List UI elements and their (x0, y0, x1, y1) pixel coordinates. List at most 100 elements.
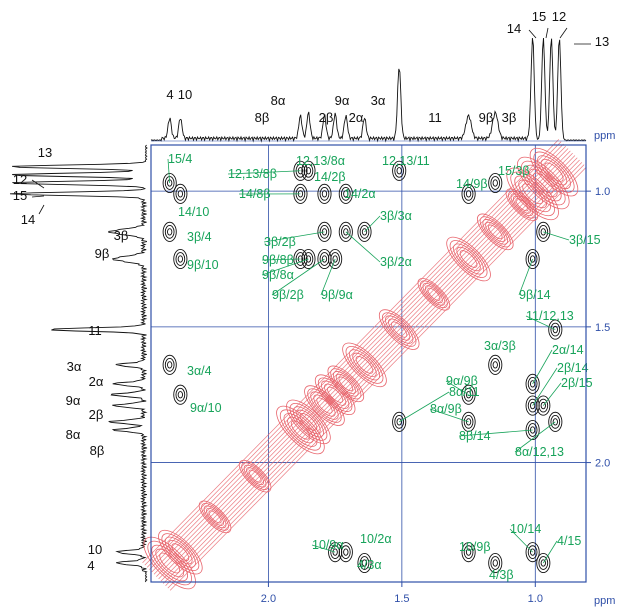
cross-peak-contour (177, 391, 184, 399)
cross-peak-contour (173, 248, 188, 270)
contour-plot-area: 15/4 14/10 3β/4 9β/10 3α/4 9α/10 12,13/8β 12,13… (142, 139, 601, 591)
cross-peak-contour (465, 418, 472, 426)
cross-peak-contour (525, 373, 540, 394)
cross-peak-contour (330, 252, 340, 266)
diagonal-peak-contour (348, 349, 381, 381)
cross-peak-label: 3β/15 (569, 233, 601, 247)
cross-peak-contour (357, 552, 372, 574)
diagonal-peak-contour (422, 282, 446, 306)
diagonal-peak-contour (304, 385, 345, 426)
diagonal-peak-contour (206, 507, 224, 526)
label-connector (227, 170, 301, 175)
cross-peak-contour (527, 377, 538, 391)
cross-peak-contour (162, 354, 177, 375)
label-connector (345, 231, 381, 263)
diagonal-peak-contour (208, 510, 222, 524)
diagonal-peak-contour (286, 399, 331, 445)
x-tick-label: 1.0 (528, 593, 543, 605)
diagonal-peak-contour (482, 219, 509, 245)
cross-peak-contour (529, 255, 536, 263)
cross-peak-label: 9β/8β (262, 253, 294, 267)
top-peak-label: 8β (255, 110, 270, 125)
diagonal-peak-contour (424, 285, 443, 304)
left-peak-label: 8α (66, 427, 81, 442)
cross-peak-contour (343, 228, 349, 236)
diagonal-peak-contour (514, 175, 551, 213)
x-tick-label: 1.5 (394, 593, 409, 605)
diagonal-peak-contour (143, 536, 196, 590)
diagonal-peak-contour (327, 386, 344, 403)
top-peak-label: 2β (319, 110, 334, 125)
diagonal-peak-contour (517, 156, 570, 210)
cross-peak-contour (540, 559, 546, 567)
cross-peak-contour (492, 559, 498, 567)
y-tick-label: 2.0 (595, 458, 610, 470)
cross-peak-label: 12,13/8α (296, 154, 345, 168)
cross-peak (357, 552, 372, 574)
cross-peak-contour (490, 358, 501, 372)
cross-peak-label: 8α/11 (449, 385, 480, 399)
cross-peak (536, 552, 551, 574)
diagonal-peak-contour (316, 397, 333, 414)
cross-peak-contour (321, 255, 328, 263)
cross-peak-contour (301, 248, 316, 270)
diagonal-peak-contour (449, 240, 488, 278)
diagonal-peak-contour (510, 171, 555, 217)
left-peak-label: 8β (90, 443, 105, 458)
diagonal-contour-line (153, 150, 571, 575)
cross-peak-label: 10/9α (312, 538, 344, 552)
cross-peak-contour (343, 190, 349, 198)
cross-peak (488, 552, 503, 574)
label-connector (398, 391, 450, 423)
diagonal-peak-contour (198, 500, 232, 534)
cross-peak-contour (461, 384, 476, 405)
left-peak-label: 12 (13, 172, 27, 187)
cross-peak-label: 8α/12,13 (515, 445, 564, 459)
cross-peak (525, 542, 540, 563)
cross-peak-contour (305, 255, 312, 263)
cross-peak-label: 9α/10 (190, 401, 222, 415)
cross-peak (461, 183, 476, 204)
cross-peak-label: 14/2α (344, 187, 376, 201)
cross-peak-contour (396, 418, 402, 426)
cross-peak (301, 160, 316, 181)
diagonal-peak-contour (529, 147, 579, 197)
label-connector (542, 540, 558, 564)
diagonal-contours (142, 139, 587, 591)
cross-peak-label: 4/3β (489, 568, 514, 582)
left-peak-label: 3β (114, 228, 129, 243)
cross-peak-label: 2β/14 (557, 361, 589, 375)
diagonal-peak-contour (276, 405, 325, 455)
cross-peak-contour (536, 552, 551, 574)
y-tick-label: 1.5 (595, 322, 610, 334)
label-connector (167, 158, 171, 184)
cross-peak-contour (173, 384, 188, 405)
top-peak-label: 3β (502, 110, 517, 125)
cross-peak-label: 3β/4 (187, 230, 212, 244)
cross-peak-label: 2β/15 (561, 376, 593, 390)
cross-peak (525, 373, 540, 394)
diagonal-peak-contour (522, 183, 543, 205)
diagonal-peak-contour (540, 158, 568, 186)
cross-peak-label: 3α/4 (187, 364, 212, 378)
label-leader (38, 204, 45, 215)
cross-peak (173, 183, 188, 204)
cross-peak (162, 221, 177, 242)
diagonal-peak-contour (417, 278, 451, 311)
axes: 2.0 1.5 1.0 1.0 1.5 2.0 ppm ppm (151, 130, 615, 607)
diagonal-peak-contour (505, 188, 539, 221)
diagonal-peak-contour (241, 462, 269, 490)
diagonal-peak-contour (485, 221, 506, 242)
cross-peak-contour (465, 548, 472, 556)
cross-peak-contour (525, 542, 540, 563)
cross-peak-label: 9β/9α (321, 288, 353, 302)
cross-peak-contour (338, 542, 353, 563)
cross-peak-label: 9β/14 (519, 288, 551, 302)
label-connector (320, 258, 336, 296)
top-peak-label: 8α (271, 93, 286, 108)
y-tick-label: 1.0 (595, 186, 610, 198)
cross-peak-contour (463, 387, 474, 402)
diagonal-peak-contour (533, 151, 575, 193)
cross-peak-contour (394, 163, 405, 178)
cross-peak-contour (461, 183, 476, 204)
